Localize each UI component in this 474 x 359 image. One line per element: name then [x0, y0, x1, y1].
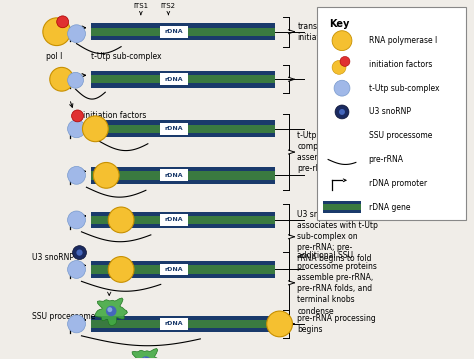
- Circle shape: [142, 358, 147, 359]
- Circle shape: [57, 16, 69, 28]
- Bar: [91, 23, 274, 40]
- Bar: [91, 167, 274, 184]
- Circle shape: [108, 257, 134, 282]
- Bar: [317, 7, 466, 220]
- Text: additional SSU
processome proteins
assemble pre-rRNA,
pre-rRNA folds, and
termin: additional SSU processome proteins assem…: [297, 251, 377, 316]
- Circle shape: [267, 311, 292, 337]
- Polygon shape: [95, 298, 128, 326]
- Circle shape: [339, 133, 343, 136]
- Text: U3 snoRNP: U3 snoRNP: [32, 253, 74, 262]
- Circle shape: [50, 67, 73, 91]
- Bar: [323, 201, 361, 213]
- Circle shape: [68, 261, 85, 278]
- Text: rDNA: rDNA: [164, 126, 183, 131]
- Text: rDNA promoter: rDNA promoter: [369, 179, 427, 188]
- Bar: [91, 320, 274, 328]
- Text: U3 snoRNP: U3 snoRNP: [369, 107, 411, 116]
- Circle shape: [107, 307, 112, 312]
- Circle shape: [76, 250, 82, 256]
- Text: transcription
initiation: transcription initiation: [297, 22, 347, 42]
- Text: ITS2: ITS2: [161, 3, 176, 9]
- Bar: [91, 171, 274, 180]
- Text: t-Utp sub-complex: t-Utp sub-complex: [369, 84, 439, 93]
- Text: RNA polymerase I: RNA polymerase I: [369, 36, 437, 45]
- Bar: [91, 28, 274, 36]
- Bar: [323, 204, 361, 210]
- Text: rDNA: rDNA: [164, 218, 183, 223]
- Bar: [91, 316, 274, 332]
- Text: pol I: pol I: [46, 52, 62, 61]
- Circle shape: [72, 110, 83, 122]
- Bar: [160, 26, 188, 38]
- Bar: [91, 71, 274, 88]
- Circle shape: [335, 105, 349, 119]
- Text: pre-rRNA processing
begins: pre-rRNA processing begins: [297, 314, 376, 334]
- Bar: [91, 265, 274, 274]
- Circle shape: [141, 356, 151, 359]
- Circle shape: [108, 207, 134, 233]
- Circle shape: [68, 315, 85, 333]
- Bar: [160, 214, 188, 226]
- Polygon shape: [330, 126, 354, 146]
- Bar: [160, 73, 188, 85]
- Circle shape: [332, 60, 346, 74]
- Text: rDNA: rDNA: [164, 29, 183, 34]
- Circle shape: [338, 132, 346, 140]
- Circle shape: [340, 56, 350, 66]
- Bar: [91, 211, 274, 228]
- Bar: [160, 264, 188, 275]
- Circle shape: [93, 163, 119, 188]
- Circle shape: [106, 306, 117, 316]
- Text: SSU processome: SSU processome: [369, 131, 432, 140]
- Circle shape: [68, 72, 83, 88]
- Circle shape: [332, 31, 352, 51]
- Bar: [91, 261, 274, 278]
- Text: t-Utp sub-
complex
assembles on
pre-rRNA: t-Utp sub- complex assembles on pre-rRNA: [297, 131, 350, 173]
- Bar: [91, 120, 274, 137]
- Text: initiation factors: initiation factors: [369, 60, 432, 69]
- Text: pre-rRNA: pre-rRNA: [369, 155, 404, 164]
- Text: U3 snoRNP
associates with t-Utp
sub-complex on
pre-rRNA; pre-
rRNA begins to fol: U3 snoRNP associates with t-Utp sub-comp…: [297, 210, 378, 264]
- Bar: [91, 216, 274, 224]
- Circle shape: [339, 109, 345, 115]
- Circle shape: [68, 211, 85, 229]
- Circle shape: [68, 167, 85, 184]
- Text: rDNA: rDNA: [164, 173, 183, 178]
- Text: rDNA: rDNA: [164, 321, 183, 326]
- Circle shape: [73, 246, 86, 260]
- Text: Key: Key: [329, 19, 349, 29]
- Text: ITS1: ITS1: [133, 3, 148, 9]
- Bar: [91, 125, 274, 133]
- Text: rDNA: rDNA: [164, 77, 183, 82]
- Text: rDNA gene: rDNA gene: [369, 202, 410, 211]
- Bar: [160, 318, 188, 330]
- Circle shape: [68, 120, 85, 138]
- Polygon shape: [130, 349, 162, 359]
- Text: t-Utp sub-complex: t-Utp sub-complex: [91, 52, 162, 61]
- Circle shape: [334, 80, 350, 96]
- Circle shape: [43, 18, 71, 46]
- Circle shape: [82, 116, 108, 142]
- Circle shape: [68, 25, 85, 43]
- Bar: [160, 169, 188, 181]
- Text: rDNA: rDNA: [164, 267, 183, 272]
- Bar: [160, 123, 188, 135]
- Text: SSU processome: SSU processome: [32, 312, 95, 322]
- Text: initiation factors: initiation factors: [83, 111, 147, 120]
- Bar: [91, 75, 274, 84]
